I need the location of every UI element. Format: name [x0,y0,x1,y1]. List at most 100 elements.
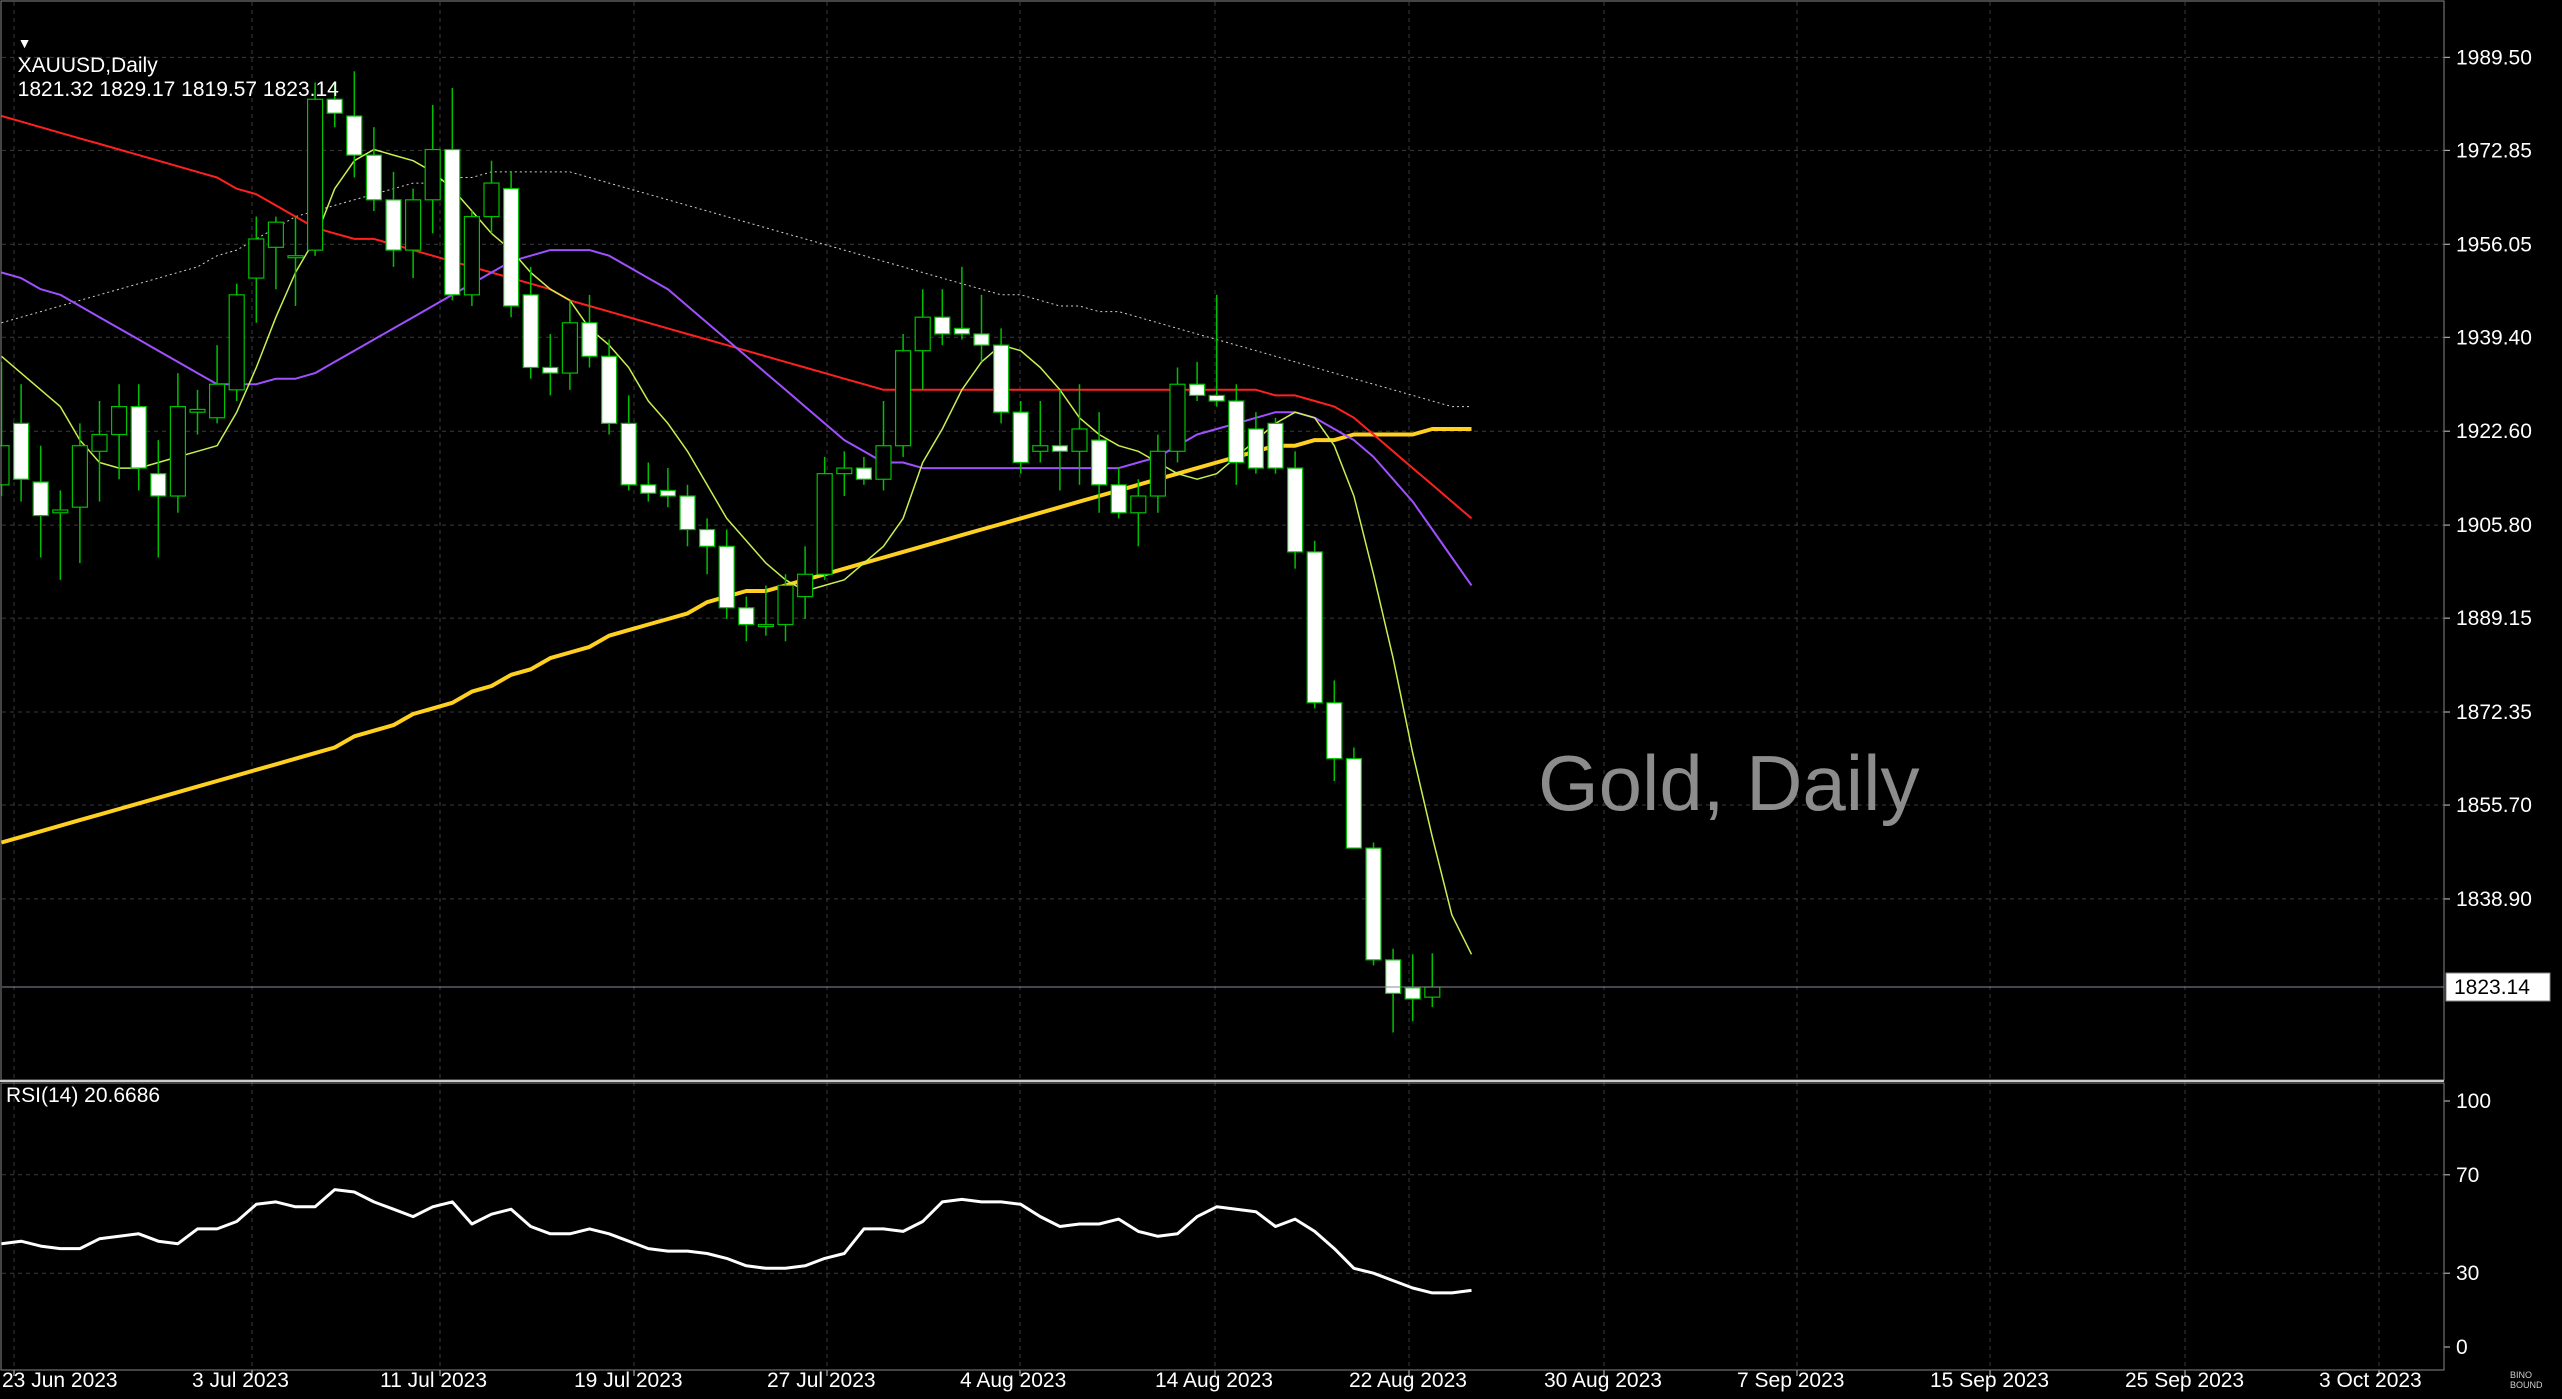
y-tick-label: 1838.90 [2456,888,2532,911]
candle-bear [620,422,637,486]
candle-bear [581,322,598,357]
y-tick-label: 1922.60 [2456,420,2532,443]
rsi-tick-label: 0 [2456,1336,2468,1359]
candle-bear [973,333,990,346]
candle-bear [640,484,657,494]
candle-bear [738,607,755,626]
ohlc-values: 1821.32 1829.17 1819.57 1823.14 [17,78,339,101]
rsi-panel-border [0,1082,2445,1371]
last-price-box [2445,972,2551,1002]
candle-bear [1208,394,1225,402]
candle-bull [816,473,833,575]
candle-bear [1228,400,1245,464]
candle-bull [894,350,912,447]
candles [0,71,1441,1033]
rsi-axis: 100 70 30 0 [2444,1090,2491,1359]
candle-bear [503,188,520,307]
candle-bear [444,148,461,296]
x-tick-label: 14 Aug 2023 [1155,1369,1273,1392]
candle-bull [1149,450,1167,497]
last-price-label: 1823.14 [2454,976,2530,999]
candle-bear [1051,445,1069,452]
price-axis: 1989.50 1972.85 1956.05 1939.40 1922.60 1905.… [2444,46,2532,911]
candle-bull [91,433,108,452]
candle-bear [1188,383,1206,397]
candle-bull [1071,428,1088,452]
candle-bear [600,355,618,424]
candle-bull [483,182,500,218]
candle-bear [365,154,382,201]
chart-header: ▼ XAUUSD,Daily 1821.32 1829.17 1819.57 1… [6,6,339,102]
candle-bear [1326,702,1343,760]
ma-dotted-line [1,171,1472,408]
candle-bear [659,489,677,497]
candle-bear [326,98,343,114]
candle-bear [953,327,971,335]
watermark: Gold, Daily [1538,739,1920,827]
candle-bull [777,584,794,626]
candle-bull [836,467,853,475]
candle-bull [169,405,186,497]
x-tick-label: 27 Jul 2023 [767,1369,876,1392]
x-tick-label: 11 Jul 2023 [380,1369,487,1392]
candle-bull [424,148,441,201]
candle-bear [385,199,402,251]
ma-green-line [1,148,1473,955]
candle-bull [209,383,226,419]
x-tick-label: 4 Aug 2023 [960,1369,1066,1392]
x-tick-label: 23 Jun 2023 [2,1369,118,1392]
candle-bear [1404,987,1421,1000]
candle-bear [1384,959,1402,994]
candle-bear [718,545,735,609]
y-tick-label: 1939.40 [2456,326,2532,349]
x-tick-label: 19 Jul 2023 [574,1369,683,1392]
y-tick-label: 1855.70 [2456,794,2532,817]
rsi-series-line [1,1188,1472,1295]
candle-bear [1286,467,1304,553]
x-tick-label: 25 Sep 2023 [2125,1369,2244,1392]
candle-bear [1345,758,1363,849]
candle-bull [307,98,324,251]
rsi-tick-label: 100 [2456,1090,2491,1113]
candle-bear [934,316,951,335]
chart-frame [0,0,2445,1371]
candle-bear [1365,847,1382,961]
candle-bear [130,405,147,469]
y-tick-label: 1872.35 [2456,701,2532,724]
candle-bear [855,467,873,480]
candle-bull [71,445,89,508]
candle-bear [1267,422,1284,469]
x-tick-label: 3 Jul 2023 [192,1369,289,1392]
y-tick-label: 1989.50 [2456,46,2532,69]
candle-bull [287,255,304,259]
candle-bull [1130,495,1147,514]
candle-bull [757,623,775,628]
candle-bear [346,115,363,156]
candle-bear [32,481,49,517]
grid-lines [2,2,2444,1370]
candle-bull [1424,986,1441,998]
candle-bull [228,294,245,391]
x-tick-label: 3 Oct 2023 [2319,1369,2422,1392]
candle-bull [463,215,480,296]
y-tick-label: 1956.05 [2456,233,2532,256]
dropdown-triangle-icon[interactable]: ▼ [17,35,32,51]
candle-bull [405,199,422,251]
x-tick-label: 22 Aug 2023 [1349,1369,1467,1392]
x-tick-label: 7 Sep 2023 [1737,1369,1844,1392]
candle-bull [110,405,128,436]
candle-bull [1169,383,1186,452]
candle-bear [1090,439,1108,486]
rsi-tick-label: 30 [2456,1262,2479,1285]
symbol-label: XAUUSD,Daily [17,54,158,77]
candle-bull [561,322,579,374]
candle-bear [1110,484,1127,514]
ma-purple-line [1,249,1473,586]
broker-logo: BINO BOUND [2510,1370,2543,1390]
time-axis: 23 Jun 2023 3 Jul 2023 11 Jul 2023 19 Jul 2… [2,1369,2422,1392]
y-tick-label: 1889.15 [2456,607,2532,630]
candle-bull [796,573,814,598]
candle-bear [679,495,696,531]
candle-bear [542,366,559,374]
